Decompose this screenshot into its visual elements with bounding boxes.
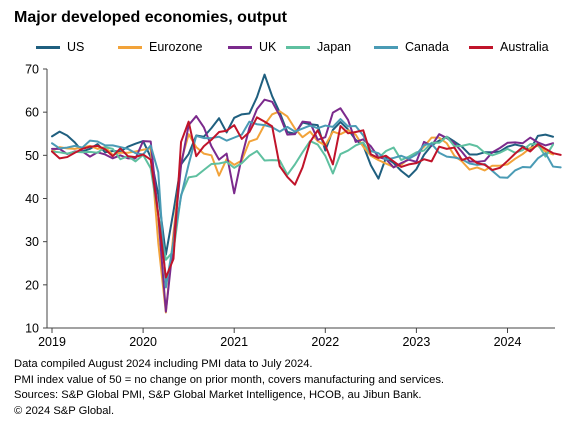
legend-item-canada: Canada xyxy=(374,40,449,54)
x-tick-label-2022: 2022 xyxy=(311,335,339,349)
legend-label-uk: UK xyxy=(259,40,277,54)
x-tick-label-2021: 2021 xyxy=(220,335,248,349)
series-line-japan xyxy=(51,135,555,261)
footnote-sources: Sources: S&P Global PMI, S&P Global Mark… xyxy=(14,389,422,402)
y-tick-label-10: 10 xyxy=(25,322,39,336)
chart-legend: US Eurozone UK Japan Canada Australia xyxy=(14,40,588,56)
legend-swatch-japan xyxy=(286,45,310,49)
legend-swatch-canada xyxy=(374,45,398,49)
y-tick-label-50: 50 xyxy=(25,149,39,163)
y-tick-label-20: 20 xyxy=(25,278,39,292)
legend-item-japan: Japan xyxy=(286,40,351,54)
y-tick-label-40: 40 xyxy=(25,192,39,206)
legend-label-us: US xyxy=(67,40,85,54)
legend-item-us: US xyxy=(36,40,84,54)
y-tick-label-70: 70 xyxy=(25,63,39,77)
legend-item-uk: UK xyxy=(228,40,276,54)
chart-axes: 10 20 30 40 50 60 70 2019 2020 2021 2022 2023 2024 xyxy=(25,63,555,349)
legend-label-canada: Canada xyxy=(405,40,449,54)
footnotes: Data compiled August 2024 including PMI … xyxy=(14,357,444,419)
series-line-uk xyxy=(51,98,555,313)
footnote-data-compiled: Data compiled August 2024 including PMI … xyxy=(14,358,313,370)
legend-label-australia: Australia xyxy=(500,40,549,54)
y-tick-label-60: 60 xyxy=(25,106,39,120)
series-line-australia xyxy=(51,116,562,279)
legend-swatch-eurozone xyxy=(118,45,142,49)
legend-label-eurozone: Eurozone xyxy=(149,40,203,54)
legend-swatch-uk xyxy=(228,45,252,49)
x-tick-label-2023: 2023 xyxy=(402,335,430,349)
x-tick-label-2019: 2019 xyxy=(38,335,66,349)
legend-label-japan: Japan xyxy=(317,40,352,54)
x-tick-label-2020: 2020 xyxy=(129,335,157,349)
series-line-eurozone xyxy=(51,110,555,314)
footnote-pmi-definition: PMI index value of 50 = no change on pri… xyxy=(14,373,445,386)
legend-swatch-us xyxy=(36,45,60,49)
footnote-copyright: © 2024 S&P Global. xyxy=(14,404,115,417)
line-chart: 10 20 30 40 50 60 70 2019 2020 2021 2022 2023 2024 xyxy=(25,63,562,349)
series-lines xyxy=(51,73,562,314)
legend-item-eurozone: Eurozone xyxy=(118,40,203,54)
legend-swatch-australia xyxy=(469,45,493,49)
chart-title: Major developed economies, output xyxy=(14,9,287,26)
legend-item-australia: Australia xyxy=(469,40,549,54)
x-tick-label-2024: 2024 xyxy=(494,335,522,349)
series-line-canada xyxy=(51,118,562,289)
y-tick-label-30: 30 xyxy=(25,235,39,249)
